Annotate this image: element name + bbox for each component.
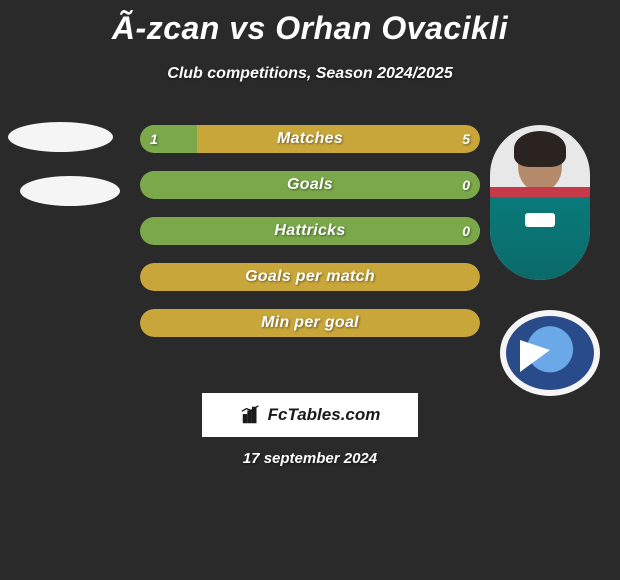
bar-label: Goals bbox=[140, 171, 480, 199]
club-logo-eagle-icon bbox=[520, 340, 550, 372]
bar-value-player2: 0 bbox=[462, 171, 470, 199]
brand-text: FcTables.com bbox=[268, 405, 381, 425]
bar-label: Min per goal bbox=[140, 309, 480, 337]
player1-club-logo bbox=[20, 176, 120, 206]
bar-row-goals: Goals 0 bbox=[140, 171, 480, 199]
bar-row-hattricks: Hattricks 0 bbox=[140, 217, 480, 245]
page-subtitle: Club competitions, Season 2024/2025 bbox=[0, 65, 620, 83]
comparison-chart: 1 Matches 5 Goals 0 Hattricks 0 Goals pe… bbox=[140, 125, 480, 355]
bar-label: Matches bbox=[140, 125, 480, 153]
page-title: Ã-zcan vs Orhan Ovacikli bbox=[0, 0, 620, 47]
bar-row-goals-per-match: Goals per match bbox=[140, 263, 480, 291]
player1-avatar bbox=[8, 122, 113, 152]
bar-row-min-per-goal: Min per goal bbox=[140, 309, 480, 337]
bar-value-player2: 0 bbox=[462, 217, 470, 245]
bar-label: Goals per match bbox=[140, 263, 480, 291]
source-brand: FcTables.com bbox=[202, 393, 418, 437]
chart-icon bbox=[240, 404, 262, 426]
player2-club-logo bbox=[500, 310, 600, 396]
infographic-date: 17 september 2024 bbox=[0, 450, 620, 467]
bar-label: Hattricks bbox=[140, 217, 480, 245]
player2-jersey bbox=[490, 187, 590, 280]
player2-avatar bbox=[490, 125, 590, 280]
bar-value-player2: 5 bbox=[462, 125, 470, 153]
bar-row-matches: 1 Matches 5 bbox=[140, 125, 480, 153]
